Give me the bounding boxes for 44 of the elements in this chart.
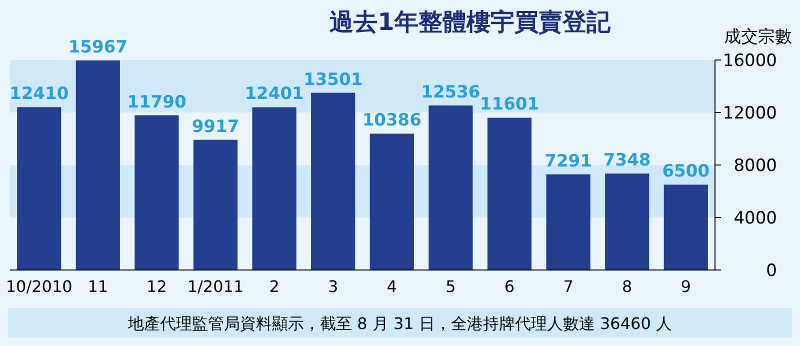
x-tick-label: 6 (504, 277, 515, 296)
x-tick-label: 2 (269, 277, 280, 296)
x-tick-label: 10/2010 (6, 277, 72, 296)
y-tick-label: 12000 (722, 104, 777, 124)
bar (664, 184, 708, 270)
x-tick-label: 11 (88, 277, 108, 296)
bar (17, 107, 62, 270)
y-tick-label: 0 (766, 261, 777, 281)
data-label: 9917 (192, 116, 240, 137)
data-label: 12410 (10, 84, 69, 104)
y-tick-label: 8000 (734, 156, 777, 176)
x-tick-label: 4 (386, 277, 397, 296)
x-tick-label: 12 (146, 277, 167, 296)
data-label: 15967 (68, 37, 128, 58)
data-label: 12536 (421, 82, 480, 102)
text: 地產代理監管局資料顯示，截至 8 月 31 日，全港持牌代理人數達 36460 人 (127, 314, 672, 333)
data-label: 11601 (480, 94, 540, 115)
data-label: 10386 (362, 110, 422, 131)
y-tick-label: 16000 (722, 51, 777, 71)
x-tick-label: 9 (680, 277, 691, 296)
y-axis-title: 成交宗數 (724, 27, 792, 47)
data-label: 6500 (662, 162, 710, 182)
bar (370, 134, 414, 270)
x-tick-label: 5 (446, 277, 456, 296)
data-label: 7291 (544, 151, 592, 172)
data-label: 13501 (304, 70, 363, 90)
bar (252, 107, 296, 270)
data-label: 7348 (603, 150, 651, 171)
bar (546, 174, 590, 270)
x-tick-label: 3 (328, 277, 338, 296)
bar (487, 118, 532, 270)
x-tick-label: 1/2011 (187, 277, 244, 296)
x-tick-label: 8 (622, 277, 632, 296)
bar (134, 115, 179, 270)
bar (311, 92, 356, 270)
y-tick-label: 4000 (734, 208, 777, 228)
bar (193, 140, 238, 270)
bar (428, 105, 473, 270)
bar (76, 60, 120, 270)
chart-title: 過去1年整體樓宇買賣登記 (330, 8, 612, 36)
data-label: 12401 (244, 84, 304, 104)
bar (605, 174, 650, 270)
data-label: 11790 (127, 92, 186, 112)
x-tick-label: 7 (563, 277, 574, 296)
